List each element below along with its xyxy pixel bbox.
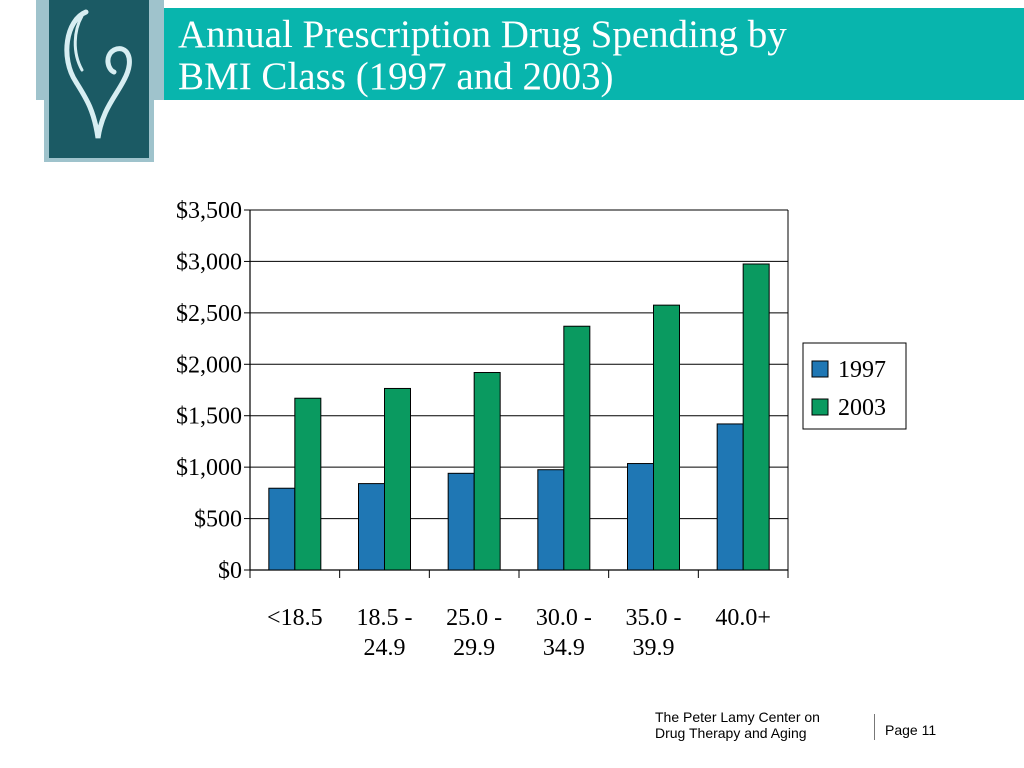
bar-1997-0 xyxy=(268,487,296,571)
bar-1997-5 xyxy=(716,423,744,571)
bar-1997-3 xyxy=(537,469,565,571)
y-tick-label: $2,000 xyxy=(176,352,242,378)
footer-organization: The Peter Lamy Center on Drug Therapy an… xyxy=(655,709,820,741)
bar-2003-1 xyxy=(384,387,411,571)
y-tick-label: $500 xyxy=(194,507,242,533)
bar-2003-5 xyxy=(742,263,770,571)
bar-2003-2 xyxy=(473,372,501,571)
y-tick-label: $0 xyxy=(218,558,242,584)
y-tick-label: $3,000 xyxy=(176,249,242,275)
x-category-label: 40.0+ xyxy=(715,605,771,631)
y-tick-label: $3,500 xyxy=(176,198,242,224)
bar-1997-1 xyxy=(358,483,385,571)
x-category-label: 35.0 -39.9 xyxy=(626,605,682,661)
title-bar xyxy=(150,8,1024,100)
x-category-label: 25.0 -29.9 xyxy=(446,605,502,661)
legend-label: 2003 xyxy=(838,395,886,421)
bar-1997-2 xyxy=(447,472,475,571)
x-category-label: 18.5 -24.9 xyxy=(357,605,413,661)
bar-chart: $0 $500 $1,000 $1,500 $2,000 $2,500 $3,000 $3,5… xyxy=(176,198,907,661)
footer-divider xyxy=(874,714,875,740)
page-number: Page 11 xyxy=(885,722,937,738)
bar-1997-4 xyxy=(627,463,654,571)
logo-icon xyxy=(36,0,164,162)
y-tick-label: $2,500 xyxy=(176,301,242,327)
bar-2003-4 xyxy=(653,304,680,571)
legend-swatch-1997 xyxy=(811,360,829,378)
legend-label: 1997 xyxy=(838,357,886,383)
bar-2003-0 xyxy=(294,397,322,571)
bar-2003-3 xyxy=(563,325,591,571)
y-tick-label: $1,000 xyxy=(176,455,242,481)
page-title: Annual Prescription Drug Spending by BMI… xyxy=(178,13,787,98)
y-tick-label: $1,500 xyxy=(176,404,242,430)
x-category-label: <18.5 xyxy=(267,605,323,631)
legend-swatch-2003 xyxy=(811,398,829,416)
x-category-label: 30.0 -34.9 xyxy=(536,605,592,661)
